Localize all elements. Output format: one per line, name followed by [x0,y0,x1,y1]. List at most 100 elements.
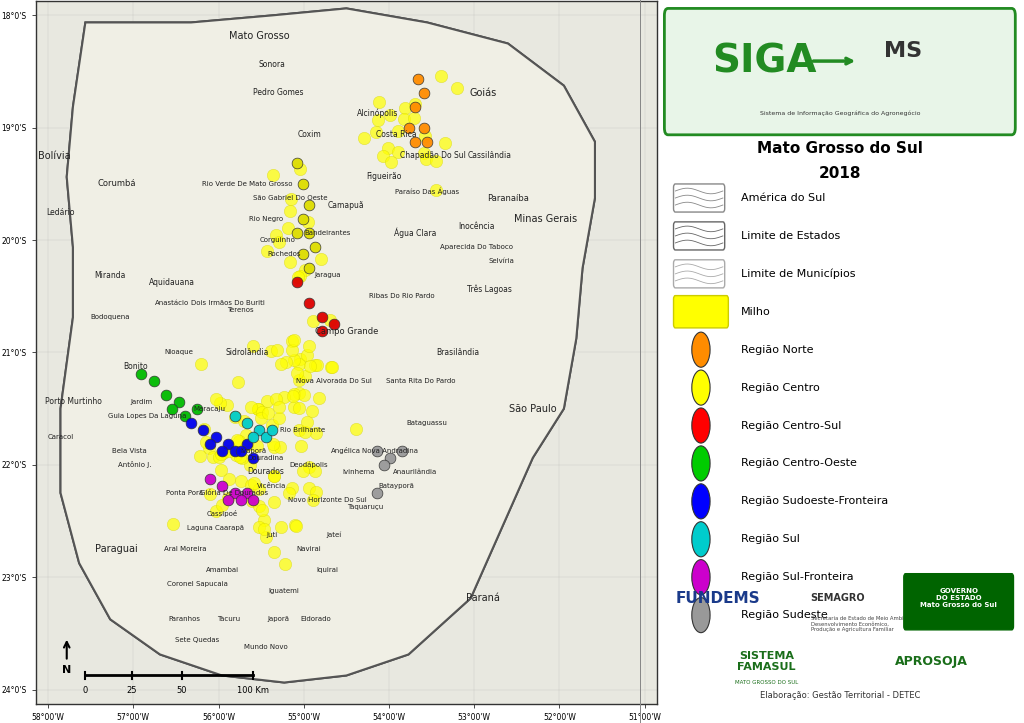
Point [285,335,301,347]
Point [273,358,290,369]
Point [301,200,317,211]
Point [250,403,266,415]
Text: Miranda: Miranda [94,270,126,280]
Point [305,495,322,506]
Point [202,473,218,484]
Point [165,518,181,530]
Text: Deodápolis: Deodápolis [290,461,329,468]
Point [254,505,270,516]
Point [228,449,245,461]
Point [301,461,317,473]
Text: América do Sul: América do Sul [741,193,825,203]
Text: Eldorado: Eldorado [300,616,331,623]
Text: Vicência: Vicência [257,483,287,489]
Point [245,494,261,505]
Point [164,403,180,414]
Text: Taquaruçu: Taquaruçu [347,504,383,510]
Text: Anaurilândia: Anaurilândia [392,469,437,475]
Point [239,487,255,499]
Point [370,487,386,499]
Point [245,452,261,463]
Point [390,125,407,137]
Text: Paranhos: Paranhos [169,616,201,623]
Point [176,410,193,422]
Text: Laguna Caarapã: Laguna Caarapã [187,525,245,531]
Text: Ribas Do Rio Pardo: Ribas Do Rio Pardo [370,294,435,299]
Text: Rio Verde De Mato Grosso: Rio Verde De Mato Grosso [202,181,292,187]
Point [249,441,265,453]
Point [285,390,301,402]
Point [243,479,259,491]
Text: Antônio J.: Antônio J. [119,461,152,469]
Point [432,70,449,82]
Point [295,466,311,477]
Polygon shape [36,1,657,703]
Text: Douradina: Douradina [248,455,284,461]
Point [304,405,321,416]
Point [406,112,422,124]
Point [271,236,288,247]
Point [196,424,212,435]
Point [194,358,210,369]
Text: Paraíso Das Águas: Paraíso Das Águas [395,187,459,194]
Point [244,495,260,507]
Point [301,227,317,239]
Point [307,359,324,371]
Point [255,523,271,535]
Point [219,399,236,411]
Point [253,413,269,424]
FancyBboxPatch shape [904,573,1014,630]
Point [292,163,308,174]
Point [251,522,267,534]
Point [170,396,186,408]
Text: Limite de Estados: Limite de Estados [741,231,841,241]
Text: 0: 0 [83,686,88,695]
Text: Região Norte: Região Norte [741,345,814,355]
Text: Nova Andradina: Nova Andradina [361,448,418,454]
Point [266,471,283,482]
Text: APROSOJA: APROSOJA [895,655,968,668]
Point [307,466,324,477]
Point [238,429,254,441]
Point [284,482,300,494]
Point [300,482,316,494]
Text: Ivaporã: Ivaporã [240,448,266,454]
Circle shape [692,484,710,519]
Point [254,406,270,418]
Point [240,440,256,451]
Point [220,438,237,450]
Circle shape [692,597,710,633]
Point [242,460,258,471]
Point [183,417,200,429]
Text: Brasilândia: Brasilândia [436,348,480,357]
Text: Navirai: Navirai [297,546,322,552]
Point [380,142,396,154]
Point [208,393,224,404]
Point [251,424,267,435]
Point [383,156,399,168]
Circle shape [692,446,710,481]
Point [211,452,227,463]
Point [418,153,434,165]
Point [258,245,274,257]
Point [145,375,162,386]
Text: Milho: Milho [741,307,771,317]
FancyBboxPatch shape [674,222,725,250]
Point [239,438,255,450]
Text: Região Centro-Oeste: Região Centro-Oeste [741,458,857,469]
Text: Corumbá: Corumbá [97,179,136,189]
Point [214,445,230,457]
Point [307,486,324,497]
Point [251,500,267,511]
Point [410,73,426,85]
Text: 50: 50 [176,686,187,695]
Text: Iguatemi: Iguatemi [268,589,300,594]
Point [256,515,272,526]
Text: Porto Murtinho: Porto Murtinho [44,397,101,406]
Point [311,393,328,404]
Point [292,353,308,364]
Point [133,368,150,380]
Text: Tacuru: Tacuru [217,616,240,623]
Text: Santa Rita Do Pardo: Santa Rita Do Pardo [386,377,456,384]
Point [208,431,224,442]
